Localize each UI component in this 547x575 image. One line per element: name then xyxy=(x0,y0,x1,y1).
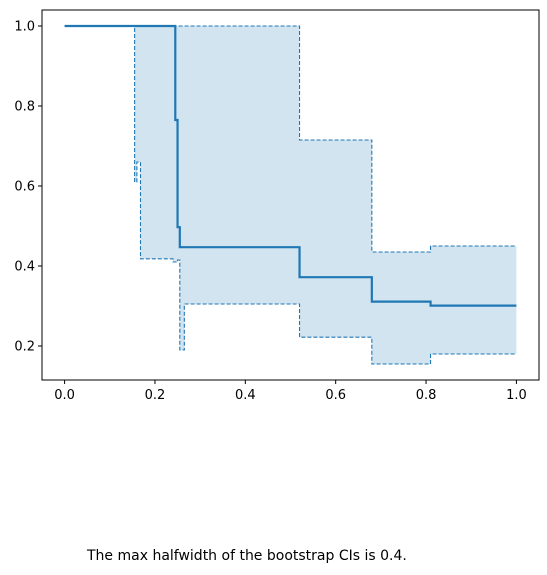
plot-frame xyxy=(41,9,540,381)
x-tick-label: 0.0 xyxy=(54,388,75,403)
y-tick-label: 1.0 xyxy=(14,20,35,35)
confidence-band-fill xyxy=(64,26,517,364)
y-tick-label: 0.6 xyxy=(14,180,35,195)
confidence-band-lower-line xyxy=(64,25,517,365)
caption-text: The max halfwidth of the bootstrap CIs i… xyxy=(87,548,407,564)
x-tick-label: 0.8 xyxy=(416,388,437,403)
x-tick-label: 0.2 xyxy=(145,388,166,403)
x-tick-label: 1.0 xyxy=(506,388,527,403)
y-tick-label: 0.8 xyxy=(14,100,35,115)
y-tick-label: 0.2 xyxy=(14,340,35,355)
x-tick-label: 0.6 xyxy=(325,388,346,403)
x-tick-label: 0.4 xyxy=(235,388,256,403)
y-tick-label: 0.4 xyxy=(14,260,35,275)
series-line-0 xyxy=(64,24,517,307)
